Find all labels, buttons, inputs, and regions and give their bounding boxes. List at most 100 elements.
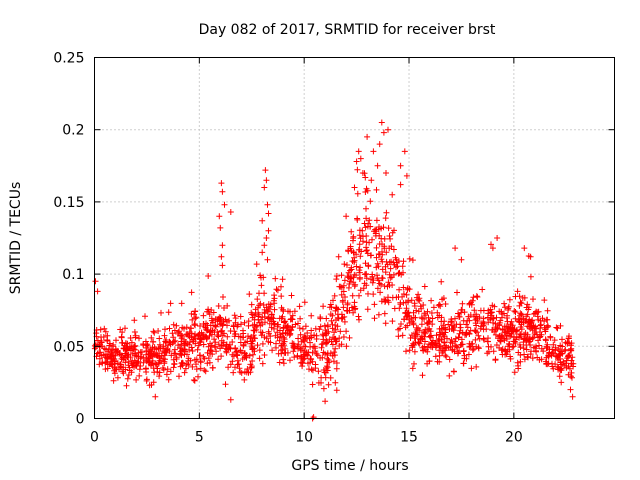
data-point (489, 245, 496, 252)
data-point (167, 339, 174, 346)
data-point (545, 353, 552, 360)
data-point (401, 316, 407, 323)
data-point (415, 325, 422, 332)
data-point (538, 331, 545, 338)
data-point (226, 317, 232, 324)
x-tick-label: 15 (400, 430, 418, 446)
data-point (196, 330, 203, 337)
data-point (376, 141, 383, 148)
data-point (527, 253, 534, 260)
data-point (567, 365, 573, 372)
data-point (97, 326, 104, 333)
data-point (222, 316, 229, 323)
data-point (225, 364, 232, 371)
data-point (288, 292, 295, 299)
data-point (323, 315, 330, 322)
data-point (211, 336, 218, 343)
data-point (424, 344, 431, 351)
data-point (190, 377, 197, 383)
data-point (309, 367, 316, 374)
data-point (556, 373, 563, 380)
data-point (253, 326, 260, 333)
data-point (390, 271, 397, 278)
data-point (221, 305, 227, 311)
data-point (489, 302, 496, 309)
data-point (499, 311, 506, 317)
data-point (536, 356, 543, 363)
data-point (124, 351, 131, 358)
data-point (529, 335, 536, 342)
data-point (428, 297, 435, 304)
data-point (520, 316, 527, 323)
data-point (200, 312, 207, 319)
data-point (537, 322, 544, 329)
data-point (142, 313, 148, 320)
data-point (178, 341, 185, 348)
data-point (240, 327, 246, 334)
data-point (460, 360, 467, 367)
data-point (101, 325, 108, 332)
data-point (357, 287, 364, 294)
data-point (322, 398, 329, 405)
data-point (273, 286, 280, 293)
data-point (217, 224, 224, 231)
data-point (442, 301, 449, 307)
data-point (223, 343, 230, 350)
data-point (338, 291, 345, 298)
data-point (439, 296, 446, 303)
data-point (533, 325, 540, 332)
data-point (552, 344, 559, 351)
data-point (474, 294, 481, 300)
data-point (345, 247, 352, 254)
data-point (207, 340, 214, 347)
data-point (331, 349, 338, 356)
data-point (230, 369, 237, 376)
data-point (416, 340, 423, 347)
data-point (452, 245, 459, 252)
data-point (197, 335, 204, 342)
data-point (422, 312, 429, 319)
data-point (448, 316, 455, 323)
data-point (148, 353, 155, 360)
data-point (435, 341, 441, 347)
data-point (218, 328, 225, 335)
data-point (155, 328, 162, 334)
data-point (147, 346, 154, 353)
data-point (332, 379, 339, 386)
data-point (502, 304, 508, 311)
data-point (562, 346, 569, 353)
data-point (308, 356, 315, 363)
data-point (323, 337, 330, 344)
data-point (315, 368, 322, 375)
data-point (156, 373, 163, 380)
data-point (370, 148, 377, 155)
data-point (204, 308, 211, 315)
data-point (204, 349, 211, 356)
x-tick-label: 20 (505, 430, 523, 446)
data-point (192, 308, 198, 315)
data-point (104, 365, 111, 372)
data-point (311, 332, 318, 339)
data-point (376, 232, 383, 239)
data-point (397, 181, 404, 188)
data-point (280, 334, 287, 341)
data-point (264, 256, 271, 263)
data-point (498, 334, 505, 341)
data-point (152, 360, 159, 367)
data-point (373, 254, 380, 261)
data-point (193, 361, 199, 368)
data-point (406, 347, 413, 354)
data-point (277, 331, 283, 338)
data-point (429, 321, 436, 328)
data-point (271, 306, 278, 313)
data-point (137, 363, 144, 369)
data-point (315, 379, 322, 386)
data-point (473, 363, 480, 370)
data-point (414, 331, 421, 338)
data-point (278, 342, 285, 349)
data-point (569, 374, 575, 381)
data-point (411, 360, 417, 367)
data-point (285, 308, 291, 315)
data-point (557, 359, 564, 366)
data-point (176, 328, 183, 335)
